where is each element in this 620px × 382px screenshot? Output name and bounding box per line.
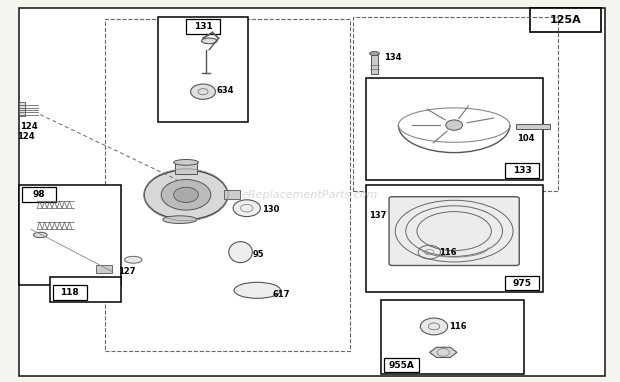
Text: 116: 116 (438, 248, 456, 257)
Bar (505, 276, 539, 290)
Ellipse shape (229, 242, 252, 263)
Text: 134: 134 (384, 53, 401, 62)
Bar (366, 185, 542, 292)
Text: 125A: 125A (550, 15, 582, 25)
Text: 124: 124 (20, 122, 37, 131)
FancyBboxPatch shape (389, 197, 520, 265)
Bar (381, 300, 524, 374)
Text: 955A: 955A (389, 361, 414, 370)
Text: 137: 137 (369, 211, 386, 220)
Bar (22, 187, 56, 202)
Polygon shape (430, 347, 457, 358)
Bar (366, 78, 542, 180)
Text: 95: 95 (253, 249, 265, 259)
Bar (96, 265, 112, 273)
Circle shape (190, 84, 216, 99)
Bar (50, 277, 121, 302)
Bar (371, 55, 378, 74)
Text: 133: 133 (513, 166, 532, 175)
Bar (186, 19, 220, 34)
Text: 98: 98 (32, 190, 45, 199)
Text: 124: 124 (17, 132, 35, 141)
Ellipse shape (234, 282, 280, 298)
Ellipse shape (33, 232, 47, 238)
Circle shape (420, 318, 448, 335)
Ellipse shape (370, 52, 379, 55)
Bar (19, 102, 25, 116)
Bar (175, 162, 197, 174)
Text: 127: 127 (118, 267, 136, 277)
Bar (505, 163, 539, 178)
Bar (516, 125, 551, 129)
Text: 104: 104 (517, 134, 535, 142)
Bar (19, 185, 121, 285)
Ellipse shape (162, 216, 197, 223)
Circle shape (174, 187, 198, 202)
Circle shape (233, 200, 260, 217)
Text: 116: 116 (450, 322, 467, 331)
Ellipse shape (144, 170, 228, 220)
Ellipse shape (125, 256, 142, 263)
Circle shape (446, 120, 463, 130)
Text: 118: 118 (60, 288, 79, 297)
Text: 617: 617 (273, 290, 290, 299)
Text: 634: 634 (217, 86, 234, 96)
Ellipse shape (174, 160, 198, 165)
Ellipse shape (202, 38, 217, 44)
Bar (224, 190, 240, 199)
Bar (384, 358, 418, 372)
Bar (353, 17, 558, 191)
Bar (158, 17, 248, 122)
Text: 130: 130 (262, 205, 279, 214)
Text: 975: 975 (513, 278, 532, 288)
Bar (105, 19, 350, 351)
Bar (53, 285, 87, 300)
Circle shape (161, 180, 211, 210)
Text: 131: 131 (193, 22, 213, 31)
Bar (530, 8, 601, 32)
Text: eReplacementParts.com: eReplacementParts.com (242, 190, 378, 200)
